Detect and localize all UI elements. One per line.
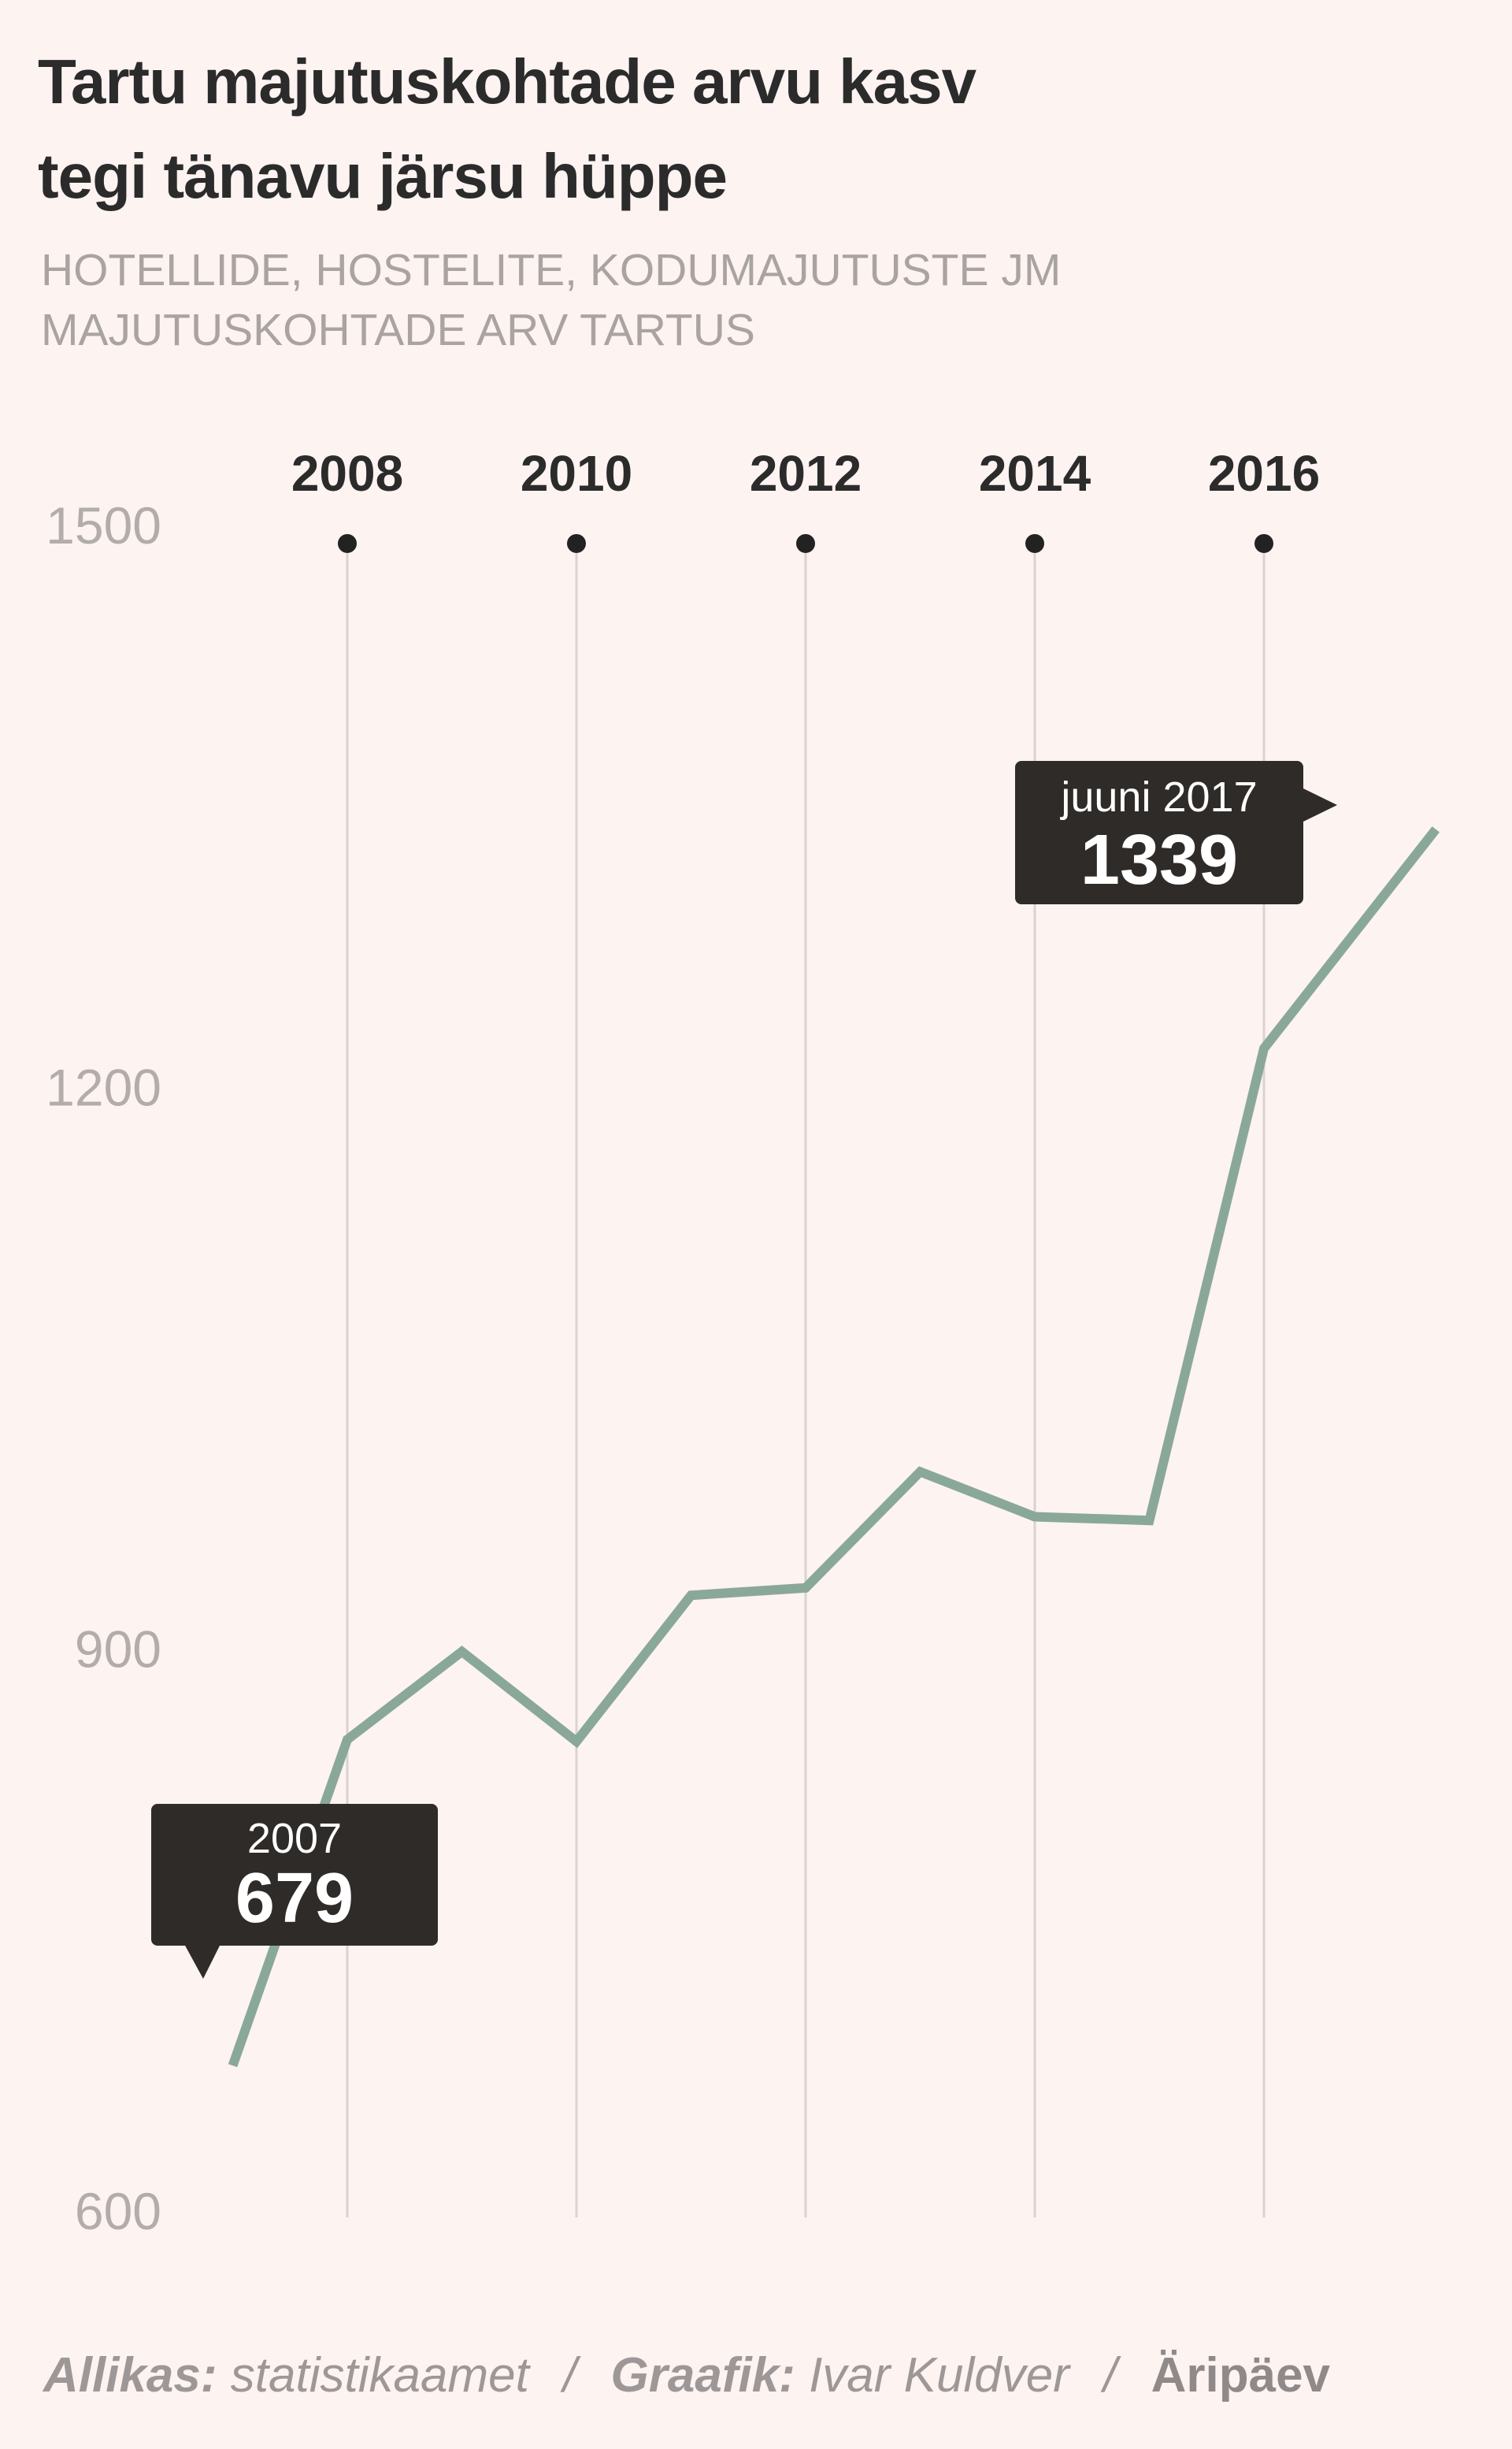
x-tick-label: 2016: [1208, 445, 1320, 502]
footer-separator-1: /: [563, 2348, 577, 2403]
callout-value-2007: 679: [235, 1859, 354, 1938]
chart-subtitle: HOTELLIDE, HOSTELITE, KODUMAJUTUSTE JM M…: [41, 240, 1380, 360]
source-name: statistikaamet: [230, 2348, 529, 2403]
x-tick-label: 2008: [291, 445, 403, 502]
source-label: Allikas:: [43, 2348, 217, 2403]
chart-footer: Allikas: statistikaamet / Graafik: Ivar …: [43, 2347, 1330, 2403]
x-tick-label: 2014: [979, 445, 1091, 502]
y-tick-label: 900: [75, 1620, 161, 1679]
y-tick-label: 1200: [46, 1058, 161, 1116]
footer-separator-2: /: [1103, 2348, 1117, 2403]
callout-box-2017: [1015, 761, 1303, 904]
brand-logo-text: Äripäev: [1151, 2348, 1331, 2403]
chart-title: Tartu majutuskohtade arvu kasv tegi täna…: [38, 35, 1377, 224]
x-tick-label: 2012: [750, 445, 862, 502]
y-tick-label: 1500: [46, 496, 161, 555]
y-tick-label: 600: [75, 2182, 161, 2240]
callout-pointer-2007: [184, 1944, 220, 1979]
chart-subtitle-line-2: MAJUTUSKOHTADE ARV TARTUS: [41, 305, 755, 355]
series-line: [228, 826, 1440, 2068]
x-tick-label: 2010: [521, 445, 632, 502]
graphic-author: Ivar Kuldver: [809, 2348, 1069, 2403]
callout-box-2007: [151, 1804, 438, 1946]
line-chart: 2008 2010 2012 2014 2016 1500 1200 900 600 200767…: [46, 445, 1440, 2240]
chart-title-line-1: Tartu majutuskohtade arvu kasv: [38, 46, 976, 117]
chart-title-line-2: tegi tänavu järsu hüppe: [38, 141, 728, 211]
x-tick-dot-2016: [1254, 534, 1273, 553]
x-tick-dot-2010: [567, 534, 586, 553]
chart-subtitle-line-1: HOTELLIDE, HOSTELITE, KODUMAJUTUSTE JM: [41, 245, 1062, 295]
callout-pointer-2017: [1302, 788, 1337, 822]
callout-value-2017: 1339: [1080, 821, 1238, 900]
x-tick-dot-2014: [1025, 534, 1044, 553]
x-tick-dot-2012: [796, 534, 815, 553]
graphic-label: Graafik:: [610, 2348, 795, 2403]
callout-label-2017: juuni 2017: [1059, 774, 1257, 821]
callout-label-2007: 2007: [247, 1815, 342, 1862]
x-tick-dot-2008: [338, 534, 357, 553]
